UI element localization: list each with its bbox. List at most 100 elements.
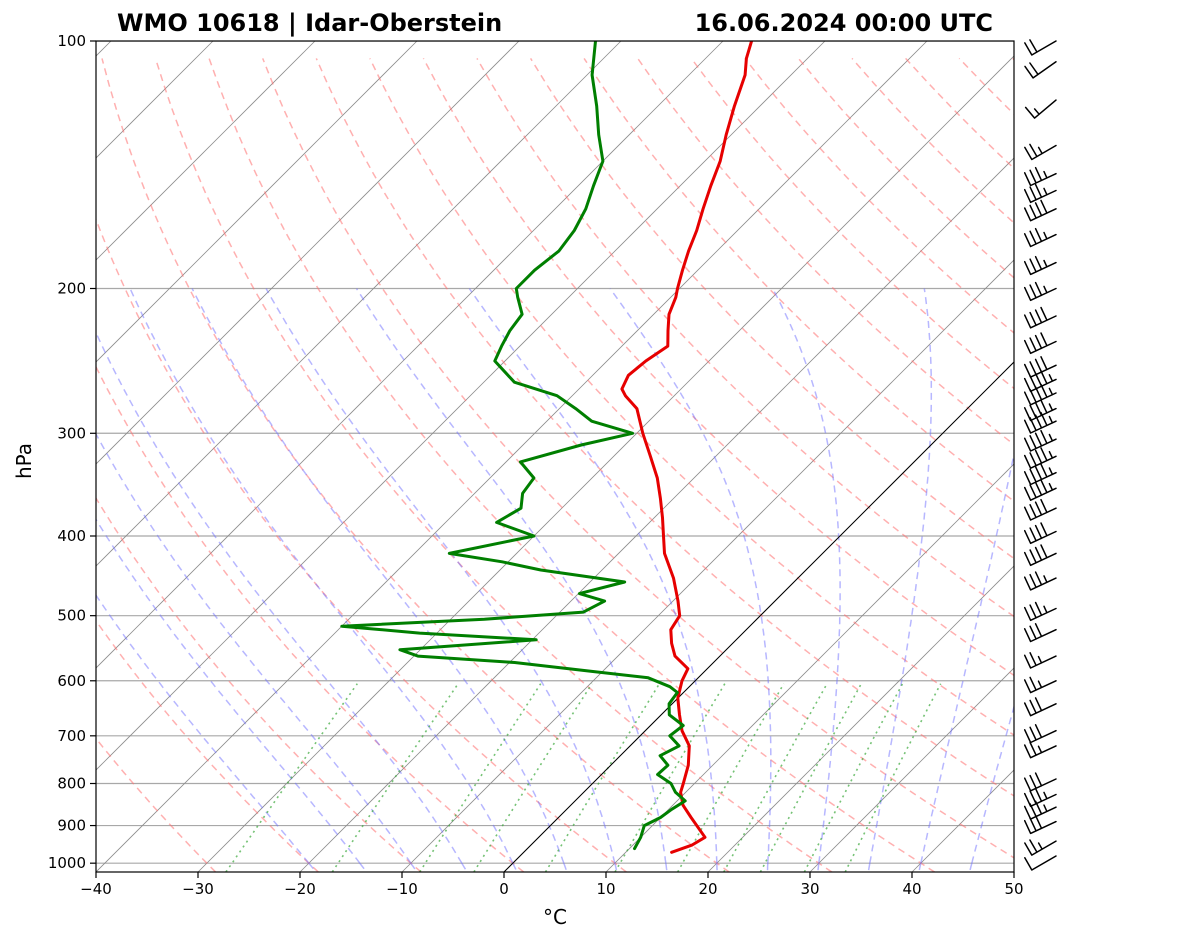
wind-barb <box>1023 724 1057 744</box>
wind-barb <box>1023 522 1057 545</box>
isotherm-line <box>0 41 9 872</box>
isotherm-line <box>1116 41 1181 872</box>
wind-barb <box>1024 143 1057 161</box>
isotherm-line <box>707 565 1014 872</box>
isotherm-line <box>197 55 1014 872</box>
y-axis: 1000 900 800 700 600 500 400 300 200 100 <box>48 32 96 872</box>
wind-barb <box>1023 463 1057 486</box>
y-tick-label: 400 <box>57 527 86 545</box>
dry-adiabat <box>422 58 1014 677</box>
x-tick-label: 30 <box>800 880 819 898</box>
chart-title-time: 16.06.2024 00:00 UTC <box>695 9 993 37</box>
x-axis: −40 −30 −20 −10 0 10 20 30 40 50 <box>80 872 1024 898</box>
mixing-ratio-line <box>331 683 459 872</box>
isotherm-line <box>401 259 1014 872</box>
mixing-ratio-line <box>844 683 942 872</box>
wind-barb <box>1023 479 1057 501</box>
y-tick-label: 1000 <box>48 854 86 872</box>
y-tick-label: 600 <box>57 672 86 690</box>
wind-barb <box>1023 814 1057 835</box>
dry-adiabat <box>315 58 1014 797</box>
wind-barb <box>1023 571 1057 591</box>
dry-adiabat <box>96 619 319 872</box>
wind-barb <box>1023 183 1057 204</box>
wind-barb <box>1024 61 1057 79</box>
moist-adiabat <box>355 288 668 872</box>
chart-title-station: WMO 10618 | Idar-Oberstein <box>117 9 502 37</box>
wind-barb <box>1023 166 1057 187</box>
mixing-ratio-line <box>419 683 542 872</box>
y-tick-label: 800 <box>57 775 86 793</box>
wind-barb <box>1023 787 1057 808</box>
x-tick-label: −10 <box>386 880 418 898</box>
dry-adiabat <box>101 58 730 872</box>
dry-adiabat <box>262 58 1014 859</box>
y-tick-label: 700 <box>57 727 86 745</box>
wind-barb <box>1024 99 1057 119</box>
dry-adiabat <box>369 58 1014 737</box>
wind-barb <box>1023 544 1057 567</box>
wind-barb <box>1023 697 1057 717</box>
plot-background <box>96 41 1014 872</box>
wind-barb <box>1023 800 1057 820</box>
dry-adiabat <box>690 57 1014 390</box>
wind-barb <box>1023 601 1057 622</box>
mixing-ratio-line <box>759 683 863 872</box>
wind-barb <box>1023 199 1057 222</box>
dry-adiabat <box>1066 58 1181 872</box>
moist-adiabat <box>96 432 418 872</box>
y-tick-label: 300 <box>57 424 86 442</box>
wind-barb <box>1023 652 1057 669</box>
dewpoint-profile <box>340 41 687 851</box>
wind-barb <box>1023 227 1057 248</box>
zero-degree-isotherm <box>503 361 1014 872</box>
wind-barb <box>1024 839 1057 856</box>
reference-lines <box>0 41 1181 872</box>
moist-adiabat <box>968 704 1014 872</box>
y-axis-label: hPa <box>12 443 36 479</box>
dry-adiabat <box>96 365 525 872</box>
wind-barb <box>1023 332 1057 355</box>
dry-adiabat <box>208 58 936 872</box>
mixing-ratio-line <box>723 683 828 872</box>
wind-barb <box>1023 676 1057 694</box>
y-tick-label: 200 <box>57 280 86 298</box>
moist-adiabat <box>129 288 518 872</box>
y-tick-label: 500 <box>57 607 86 625</box>
wind-barb <box>1023 356 1057 378</box>
wind-barb <box>1023 255 1057 276</box>
dry-adiabat <box>96 217 627 872</box>
x-tick-label: −30 <box>182 880 214 898</box>
moist-adiabat <box>265 288 618 872</box>
isotherm-line <box>96 41 826 771</box>
plot-frame <box>95 40 1015 873</box>
isotherm-line <box>809 667 1014 872</box>
wind-barb <box>1023 623 1057 643</box>
moist-adiabat <box>96 330 468 872</box>
isotherm-line <box>96 41 316 261</box>
x-tick-label: 50 <box>1004 880 1023 898</box>
x-tick-label: 0 <box>499 880 509 898</box>
x-tick-label: 40 <box>902 880 921 898</box>
dry-adiabat <box>637 57 1014 446</box>
dry-adiabat <box>96 496 422 872</box>
wind-barbs <box>1023 39 1057 871</box>
moist-adiabat <box>96 593 318 872</box>
isotherm-line <box>96 41 418 363</box>
profiles <box>340 41 754 854</box>
mixing-ratio-line <box>473 683 593 872</box>
wind-barb <box>1023 281 1057 302</box>
moist-adiabat <box>867 288 933 872</box>
wind-barb <box>1023 741 1057 759</box>
x-tick-label: −20 <box>284 880 316 898</box>
wind-barb <box>1023 370 1057 393</box>
wind-barb <box>1024 855 1057 871</box>
x-tick-label: −40 <box>80 880 112 898</box>
wind-barb <box>1023 772 1057 792</box>
dry-adiabat <box>154 58 833 872</box>
dry-adiabat <box>476 58 1014 618</box>
moist-adiabat <box>772 288 841 872</box>
isotherm-line <box>605 463 1014 872</box>
isotherm-line <box>96 41 622 567</box>
